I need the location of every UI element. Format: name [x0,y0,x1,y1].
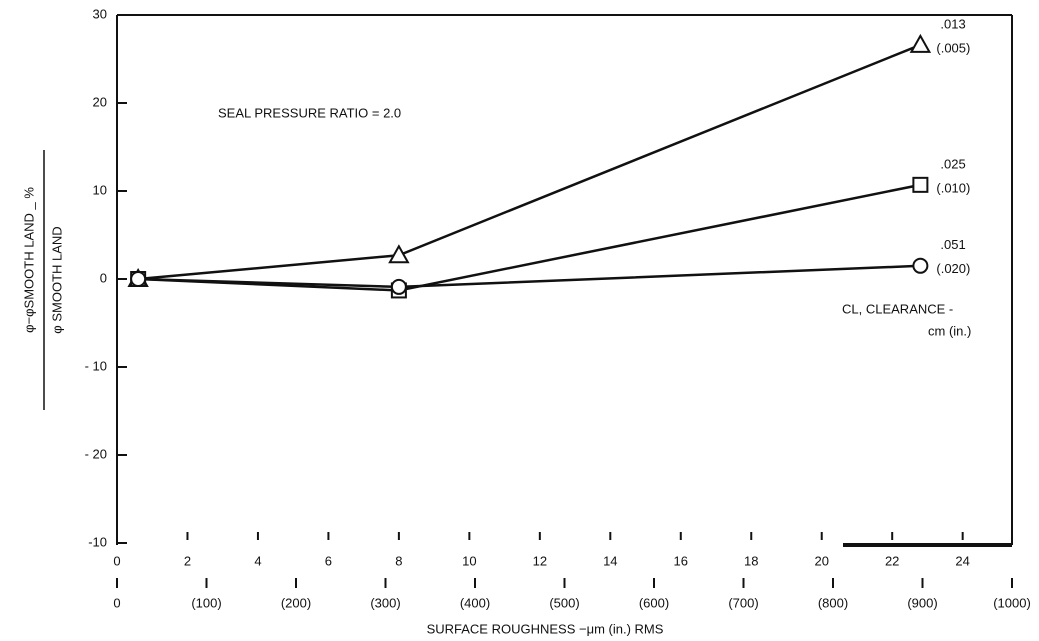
x-axis-label: SURFACE ROUGHNESS −μm (in.) RMS [427,621,664,636]
x2-tick-label: (400) [460,595,490,610]
x-tick-label: 2 [184,553,191,568]
y-label-numerator: φ−φSMOOTH LAND _ % [21,187,36,333]
x-tick-label: 18 [744,553,758,568]
x2-tick-label: (600) [639,595,669,610]
marker [390,278,407,295]
x2-tick-label: (300) [370,595,400,610]
y-tick-label: -10 [88,534,107,549]
annotation: cm (in.) [928,323,971,338]
x2-tick-label: (800) [818,595,848,610]
y-label-denominator: φ SMOOTH LAND [49,226,64,333]
x2-tick-label: (700) [728,595,758,610]
legend-label: (.010) [936,180,970,195]
legend-label: (.005) [936,40,970,55]
x-tick-label: 0 [113,553,120,568]
x2-tick-label: (200) [281,595,311,610]
x2-tick-label: (100) [191,595,221,610]
y-tick-label: 10 [93,182,107,197]
marker [912,176,929,193]
annotation: CL, CLEARANCE - [842,301,953,316]
x2-tick-label: 0 [113,595,120,610]
x-tick-label: 4 [254,553,261,568]
x-tick-label: 24 [955,553,969,568]
marker [388,244,410,264]
series-line [138,43,921,281]
x-tick-label: 6 [325,553,332,568]
y-tick-label: 30 [93,6,107,21]
x-tick-label: 8 [395,553,402,568]
legend-label: .051 [940,237,965,252]
y-tick-label: 20 [93,94,107,109]
x-tick-label: 12 [533,553,547,568]
legend-label: .025 [940,156,965,171]
marker [909,33,932,53]
series-line [138,183,921,292]
annotation: SEAL PRESSURE RATIO = 2.0 [218,105,401,120]
marker [130,271,147,287]
x2-tick-label: (500) [549,595,579,610]
x-tick-label: 20 [814,553,828,568]
legend-label: .013 [940,16,965,31]
x2-tick-label: (900) [907,595,937,610]
y-tick-label: - 20 [85,446,107,461]
x-tick-label: 14 [603,553,617,568]
marker [912,257,929,274]
x-tick-label: 22 [885,553,899,568]
y-tick-label: 0 [100,270,107,285]
x2-tick-label: (1000) [993,595,1031,610]
y-axis-label: φ−φSMOOTH LAND _ % φ SMOOTH LAND [21,150,64,410]
x-tick-label: 10 [462,553,476,568]
x-tick-label: 16 [674,553,688,568]
y-tick-label: - 10 [85,358,107,373]
legend-label: (.020) [936,261,970,276]
